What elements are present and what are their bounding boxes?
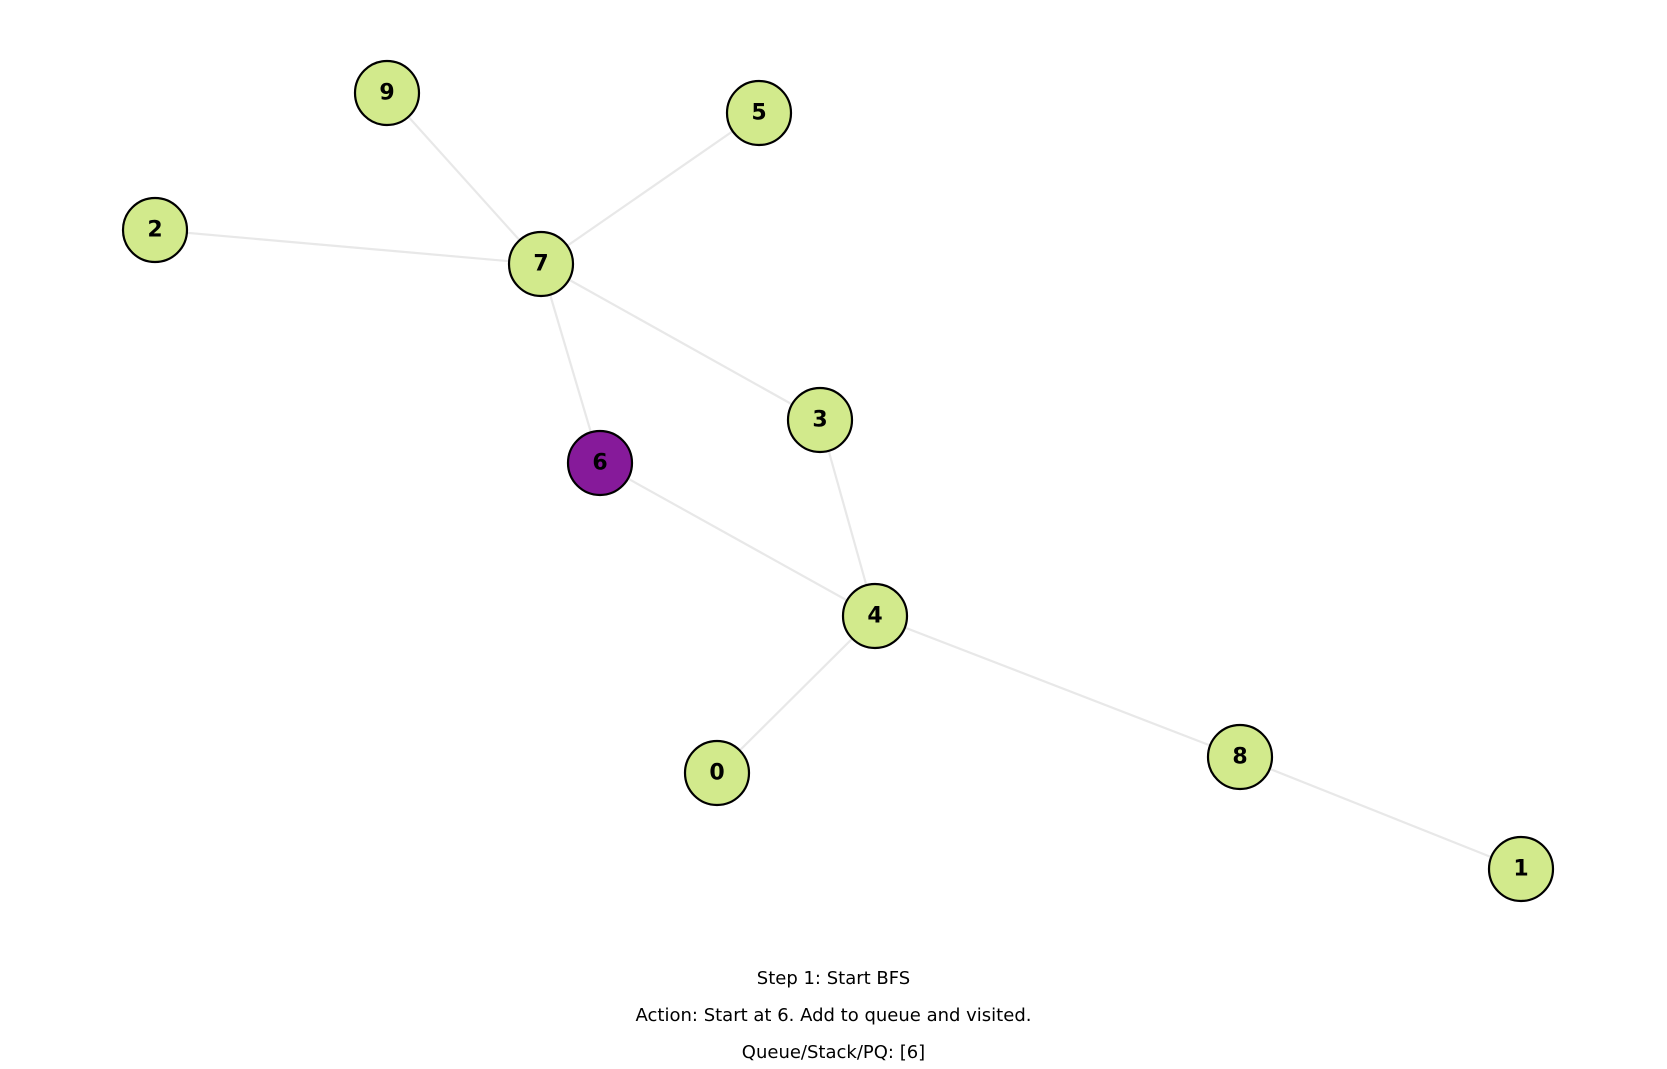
graph-node-2: 2 — [121, 196, 189, 264]
edge-4-8 — [874, 614, 1241, 759]
node-circle-1 — [1487, 835, 1555, 903]
graph-node-4: 4 — [841, 582, 909, 650]
edge-8-1 — [1239, 755, 1522, 871]
graph-node-7: 7 — [507, 230, 575, 298]
node-circle-9 — [353, 59, 421, 127]
node-circle-2 — [121, 196, 189, 264]
edges-layer — [154, 92, 1522, 871]
node-label-8: 8 — [1232, 745, 1247, 770]
edge-5-7 — [540, 112, 760, 265]
graph-node-8: 8 — [1206, 723, 1274, 791]
node-circle-4 — [841, 582, 909, 650]
graph-node-1: 1 — [1487, 835, 1555, 903]
edge-4-0 — [716, 615, 876, 774]
edge-7-6 — [539, 263, 602, 464]
node-label-4: 4 — [867, 604, 882, 629]
node-label-3: 3 — [812, 408, 827, 433]
edge-2-7 — [154, 228, 542, 266]
graph-node-5: 5 — [725, 79, 793, 147]
node-label-6: 6 — [592, 451, 607, 476]
node-circle-3 — [786, 386, 854, 454]
node-label-1: 1 — [1513, 857, 1528, 882]
graph-node-9: 9 — [353, 59, 421, 127]
graph-node-3: 3 — [786, 386, 854, 454]
graph-node-6: 6 — [566, 429, 634, 497]
edge-9-7 — [386, 92, 542, 265]
node-circle-5 — [725, 79, 793, 147]
action-caption: Action: Start at 6. Add to queue and vis… — [635, 1005, 1032, 1026]
queue-caption: Queue/Stack/PQ: [6] — [741, 1042, 926, 1063]
step-caption: Step 1: Start BFS — [756, 968, 911, 989]
node-circle-8 — [1206, 723, 1274, 791]
edge-3-4 — [818, 419, 877, 617]
node-circle-0 — [683, 739, 751, 807]
graph-node-0: 0 — [683, 739, 751, 807]
node-circle-7 — [507, 230, 575, 298]
edge-6-4 — [599, 462, 876, 617]
edge-7-3 — [540, 263, 821, 421]
nodes-layer: 0 1 2 3 4 5 6 7 8 9 — [121, 59, 1555, 903]
node-circle-6 — [566, 429, 634, 497]
node-label-5: 5 — [751, 101, 766, 126]
node-label-9: 9 — [379, 81, 394, 106]
node-label-7: 7 — [533, 252, 548, 277]
node-label-2: 2 — [147, 218, 162, 243]
node-label-0: 0 — [709, 761, 724, 786]
